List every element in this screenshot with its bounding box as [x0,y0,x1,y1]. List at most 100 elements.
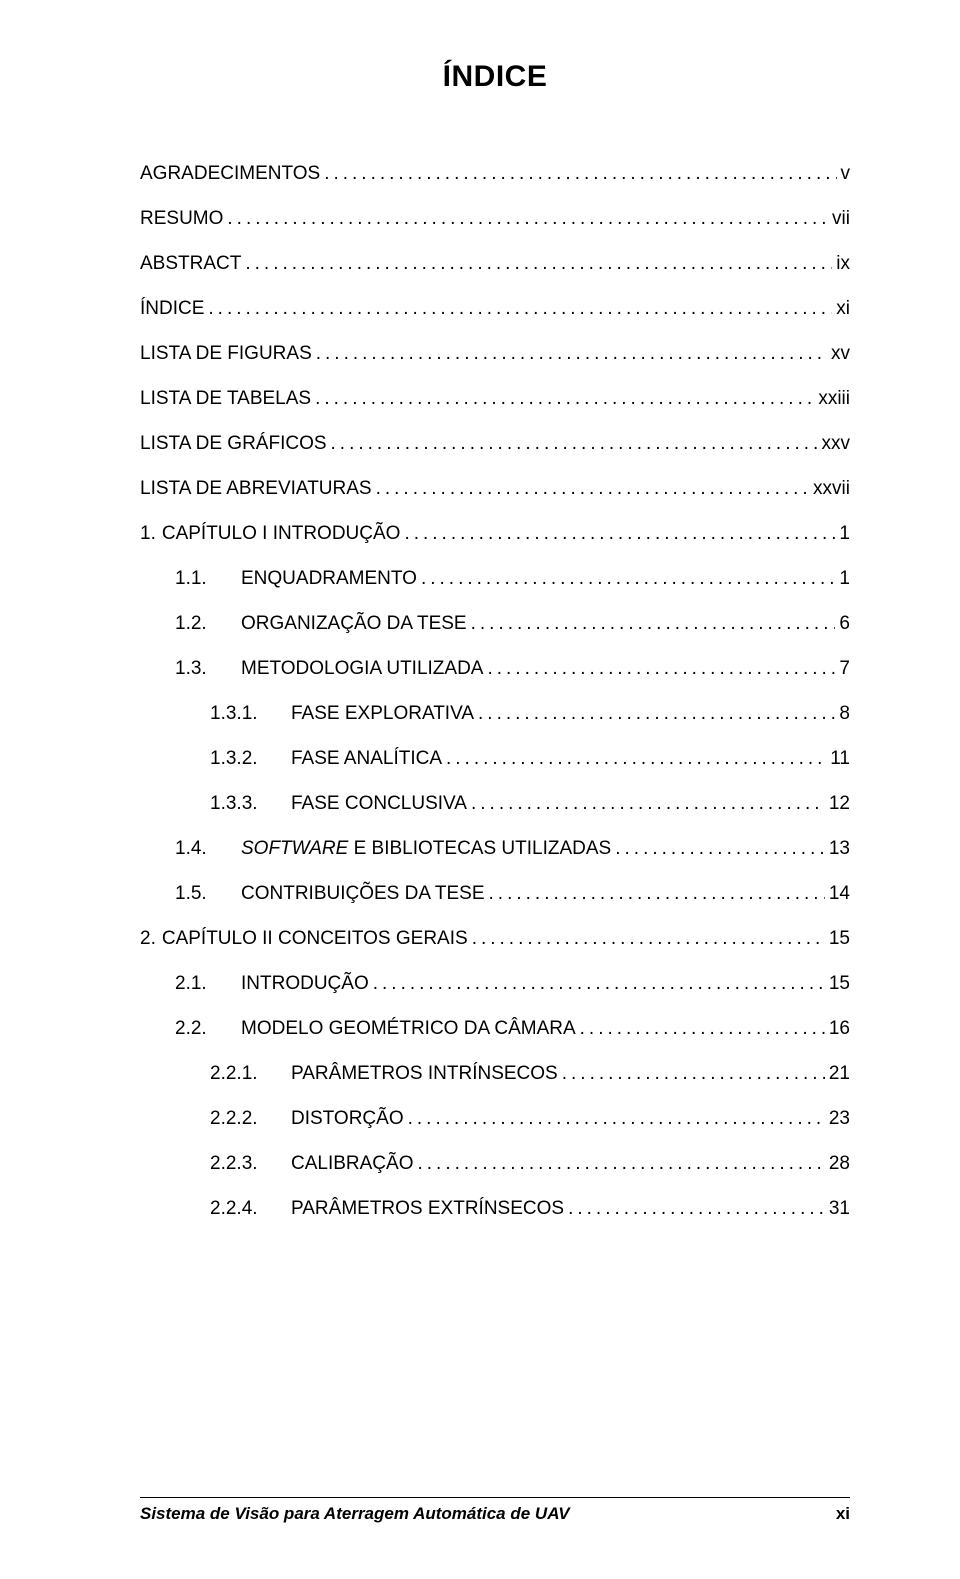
footer-doc-title: Sistema de Visão para Aterragem Automáti… [140,1504,570,1524]
toc-entry-label: 2.1. INTRODUÇÃO [175,974,369,993]
toc-entry-page: 6 [839,614,850,633]
toc-entry: LISTA DE ABREVIATURAS xxvii [140,479,850,498]
toc-entry-text: CAPÍTULO II CONCEITOS GERAIS [162,928,468,949]
toc-entry-number: 1.5. [175,884,235,903]
toc-entry-label: ABSTRACT [140,254,241,273]
toc-entry-label: 1.5. CONTRIBUIÇÕES DA TESE [175,884,485,903]
toc-entry-page: xxvii [813,479,850,498]
toc-entry-page: 16 [829,1019,850,1038]
toc-leader-dots [580,1019,825,1038]
toc-entry-label: 2.2.2. DISTORÇÃO [210,1109,404,1128]
toc-entry: 1.2.ORGANIZAÇÃO DA TESE6 [140,614,850,633]
toc-entry-page: xv [831,344,850,363]
toc-entry-label: 2.CAPÍTULO II CONCEITOS GERAIS [140,929,468,948]
toc-leader-dots [404,524,835,543]
toc-entry: 1.1.ENQUADRAMENTO 1 [140,569,850,588]
toc-entry: AGRADECIMENTOS v [140,164,850,183]
toc-entry: 2.CAPÍTULO II CONCEITOS GERAIS15 [140,929,850,948]
toc-entry-page: v [841,164,851,183]
toc-entry: 2.2.1.PARÂMETROS INTRÍNSECOS 21 [140,1064,850,1083]
toc-leader-dots [471,794,825,813]
toc-entry-label: 1.3.3.FASE CONCLUSIVA [210,794,467,813]
toc-entry-page: xi [836,299,850,318]
toc-entry-label: 2.2.3. CALIBRAÇÃO [210,1154,413,1173]
toc-entry: LISTA DE GRÁFICOSxxv [140,434,850,453]
toc-entry-number: 1.3.2. [210,749,285,768]
toc-entry-number: 2.2.2. [210,1109,285,1128]
toc-entry-label: RESUMO [140,209,223,228]
toc-entry: 2.2.2. DISTORÇÃO 23 [140,1109,850,1128]
toc-entry-page: 12 [829,794,850,813]
toc-entry-number: 2.2.4. [210,1199,285,1218]
toc-entry-text: INTRODUÇÃO [241,973,369,994]
toc-entry-page: vii [832,209,850,228]
toc-entry-number: 2.1. [175,974,235,993]
footer-page-number: xi [836,1504,850,1524]
toc-entry-text: FASE ANALÍTICA [291,748,442,769]
toc-entry-text: PARÂMETROS INTRÍNSECOS [291,1063,558,1084]
toc-entry-label: 1.4.SOFTWARE E BIBLIOTECAS UTILIZADAS [175,839,611,858]
toc-leader-dots [471,614,836,633]
toc-entry: 1. CAPÍTULO I INTRODUÇÃO 1 [140,524,850,543]
toc-entry-number: 1. [140,523,156,544]
toc-entry-text: CAPÍTULO I INTRODUÇÃO [162,523,401,544]
toc-entry-page: 14 [829,884,850,903]
toc-entry-label: 1.3.1.FASE EXPLORATIVA [210,704,474,723]
toc-leader-dots [376,479,809,498]
toc-entry-text: ABSTRACT [140,253,241,274]
toc-entry-label: 2.2.4. PARÂMETROS EXTRÍNSECOS [210,1199,564,1218]
toc-entry: 1.3.2. FASE ANALÍTICA 11 [140,749,850,768]
toc-leader-dots [487,659,835,678]
toc-entry-text: FASE EXPLORATIVA [291,703,474,724]
toc-entry-page: 23 [829,1109,850,1128]
toc-entry-text: ÍNDICE [140,298,204,319]
toc-entry-page: 28 [829,1154,850,1173]
toc-entry-page: 1 [839,524,850,543]
toc-entry-label: 1.1.ENQUADRAMENTO [175,569,417,588]
toc-entry-label: 2.2.MODELO GEOMÉTRICO DA CÂMARA [175,1019,576,1038]
toc-entry-text: DISTORÇÃO [291,1108,404,1129]
toc-entry-label: 1.3.2. FASE ANALÍTICA [210,749,442,768]
toc-entry: 1.3.1.FASE EXPLORATIVA8 [140,704,850,723]
toc-entry-label: LISTA DE TABELAS [140,389,311,408]
toc-entry: LISTA DE FIGURASxv [140,344,850,363]
toc-entry-page: 1 [839,569,850,588]
toc-entry-label: 2.2.1.PARÂMETROS INTRÍNSECOS [210,1064,558,1083]
toc-leader-dots [446,749,826,768]
table-of-contents: AGRADECIMENTOS v RESUMO vii ABSTRACT ix ÍNDICE… [140,164,850,1218]
toc-entry: ABSTRACT ix [140,254,850,273]
footer-line: Sistema de Visão para Aterragem Automáti… [140,1504,850,1524]
toc-leader-dots [315,389,814,408]
toc-entry-text: RESUMO [140,208,223,229]
toc-leader-dots [208,299,832,318]
toc-entry-page: 15 [829,974,850,993]
toc-entry-page: xxiii [818,389,850,408]
toc-leader-dots [562,1064,825,1083]
toc-entry-text: LISTA DE ABREVIATURAS [140,478,372,499]
toc-entry-text: FASE CONCLUSIVA [291,793,467,814]
page: ÍNDICE AGRADECIMENTOS v RESUMO vii ABSTRACT i… [0,0,960,1579]
toc-entry: LISTA DE TABELAS xxiii [140,389,850,408]
toc-entry-page: 11 [830,749,850,768]
toc-entry: 2.2.3. CALIBRAÇÃO 28 [140,1154,850,1173]
toc-entry-page: ix [836,254,850,273]
toc-leader-dots [478,704,835,723]
toc-entry-label: AGRADECIMENTOS [140,164,320,183]
toc-leader-dots [417,1154,824,1173]
footer-rule [140,1497,850,1498]
toc-leader-dots [324,164,836,183]
toc-entry-number: 1.3. [175,659,235,678]
toc-entry-text: METODOLOGIA UTILIZADA [241,658,483,679]
toc-entry-label: LISTA DE ABREVIATURAS [140,479,372,498]
toc-leader-dots [489,884,825,903]
toc-entry-text: CALIBRAÇÃO [291,1153,413,1174]
toc-entry: 1.4.SOFTWARE E BIBLIOTECAS UTILIZADAS 13 [140,839,850,858]
toc-entry-text: SOFTWARE E BIBLIOTECAS UTILIZADAS [241,838,611,859]
toc-entry-page: 13 [829,839,850,858]
toc-entry-text: ORGANIZAÇÃO DA TESE [241,613,467,634]
toc-entry-text: CONTRIBUIÇÕES DA TESE [241,883,485,904]
toc-entry-page: 21 [829,1064,850,1083]
toc-entry-page: 7 [839,659,850,678]
toc-entry-text: PARÂMETROS EXTRÍNSECOS [291,1198,564,1219]
toc-entry-number: 2.2.3. [210,1154,285,1173]
